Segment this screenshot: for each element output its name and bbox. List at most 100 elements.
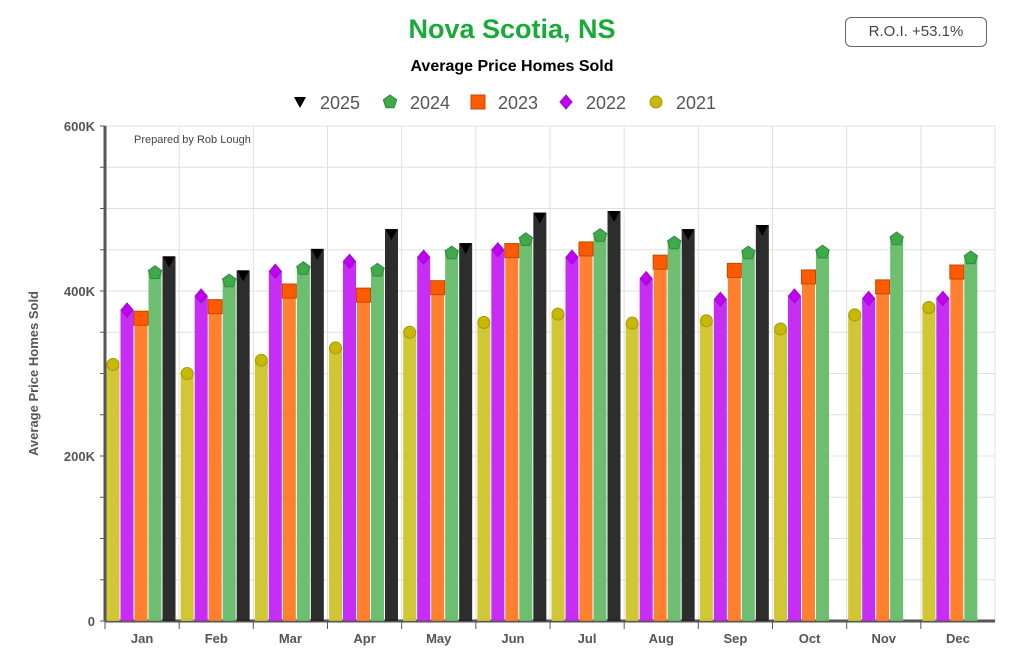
bar (741, 253, 755, 622)
bar (713, 299, 727, 621)
bar (964, 258, 978, 621)
roi-badge[interactable]: R.O.I. +53.1% (845, 17, 987, 47)
bar (876, 286, 890, 621)
bar (727, 270, 741, 621)
y-tick-label: 400K (64, 284, 96, 299)
legend-item-2024[interactable]: 2024 (382, 93, 450, 113)
bar-2021-Oct (774, 322, 787, 621)
bar-2021-Jun (477, 315, 491, 621)
marker-triangle-down (682, 229, 695, 241)
marker-diamond (417, 249, 431, 265)
bar-2022-Sep (713, 291, 727, 621)
bar-2023-Feb (207, 299, 223, 621)
y-tick-label: 0 (88, 614, 95, 629)
bar (106, 364, 120, 621)
bar-2024-Jun (518, 232, 534, 621)
bar-2023-Jan (133, 310, 149, 621)
bar (755, 225, 769, 621)
marker-triangle-down (163, 256, 175, 268)
bar-2021-Sep (699, 314, 713, 621)
marker-diamond (565, 249, 579, 265)
marker-diamond (491, 241, 505, 258)
bar-2024-Nov (889, 231, 904, 621)
annotation-prepared-by: Prepared by Rob Lough (134, 134, 251, 146)
marker-diamond (787, 288, 802, 304)
bar-2021-Jul (551, 307, 565, 621)
marker-square (578, 241, 594, 257)
legend-item-2022[interactable]: 2022 (559, 93, 626, 113)
bar (667, 243, 681, 621)
bar (625, 323, 639, 621)
bar (268, 271, 282, 621)
y-tick-label: 200K (64, 449, 96, 464)
marker-pentagon (666, 235, 682, 250)
bar-2022-Apr (342, 253, 357, 621)
bar-2022-Aug (639, 270, 653, 621)
bar (329, 347, 342, 621)
marker-circle (329, 341, 342, 355)
bar-2022-May (417, 249, 431, 621)
legend-pentagon-icon (382, 94, 398, 109)
marker-circle (106, 357, 120, 371)
marker-square (504, 243, 520, 259)
bar-2022-Mar (268, 263, 282, 621)
marker-triangle-down (608, 210, 620, 222)
bar-2023-May (430, 280, 446, 621)
bar (296, 268, 310, 621)
bar-2023-Nov (875, 279, 891, 621)
legend-item-2025[interactable]: 2025 (294, 93, 360, 113)
marker-square (430, 280, 446, 296)
bar (639, 278, 653, 621)
bar (774, 328, 787, 621)
marker-square (207, 299, 223, 315)
bar (551, 314, 565, 621)
marker-triangle-down (756, 225, 769, 236)
bar (533, 212, 547, 621)
marker-triangle-down (237, 270, 250, 282)
bar (371, 270, 384, 621)
bar-2021-Nov (848, 308, 862, 621)
bar (445, 253, 459, 622)
x-tick-label: Nov (871, 631, 896, 646)
marker-triangle-down (533, 212, 546, 224)
bar (236, 270, 250, 621)
bar-2022-Feb (194, 288, 208, 621)
bar-2023-Mar (281, 283, 297, 621)
bar-2024-Apr (370, 262, 385, 621)
legend-label: 2025 (320, 93, 360, 113)
bar-2024-Oct (815, 244, 830, 621)
marker-circle (625, 316, 639, 330)
x-tick-label: Jan (131, 631, 153, 646)
bar (922, 307, 936, 621)
marker-square (133, 310, 149, 326)
bar-2025-Mar (310, 248, 324, 622)
bar (120, 309, 134, 621)
bar (848, 314, 862, 621)
bar (607, 210, 621, 621)
x-tick-label: Dec (946, 631, 970, 646)
legend-item-2023[interactable]: 2023 (470, 93, 538, 113)
bar-2024-Mar (296, 261, 311, 621)
marker-triangle-down (385, 229, 398, 241)
legend-item-2021[interactable]: 2021 (649, 93, 716, 113)
marker-diamond (713, 291, 727, 308)
bar (890, 239, 904, 621)
bar (593, 235, 607, 621)
x-tick-label: Oct (799, 631, 821, 646)
bar-2023-Sep (726, 262, 742, 621)
marker-pentagon (444, 245, 459, 260)
legend-label: 2024 (410, 93, 450, 113)
bar (950, 272, 964, 621)
marker-triangle-down (459, 243, 472, 255)
marker-diamond (194, 288, 208, 304)
x-tick-label: Apr (353, 631, 375, 646)
bar-2021-Aug (625, 316, 639, 621)
bar-2021-Apr (329, 341, 342, 621)
x-tick-label: Mar (279, 631, 302, 646)
marker-circle (848, 308, 862, 322)
bar (788, 295, 801, 621)
bar (505, 250, 519, 621)
bar (681, 229, 695, 621)
bar-2023-Jul (578, 241, 594, 622)
